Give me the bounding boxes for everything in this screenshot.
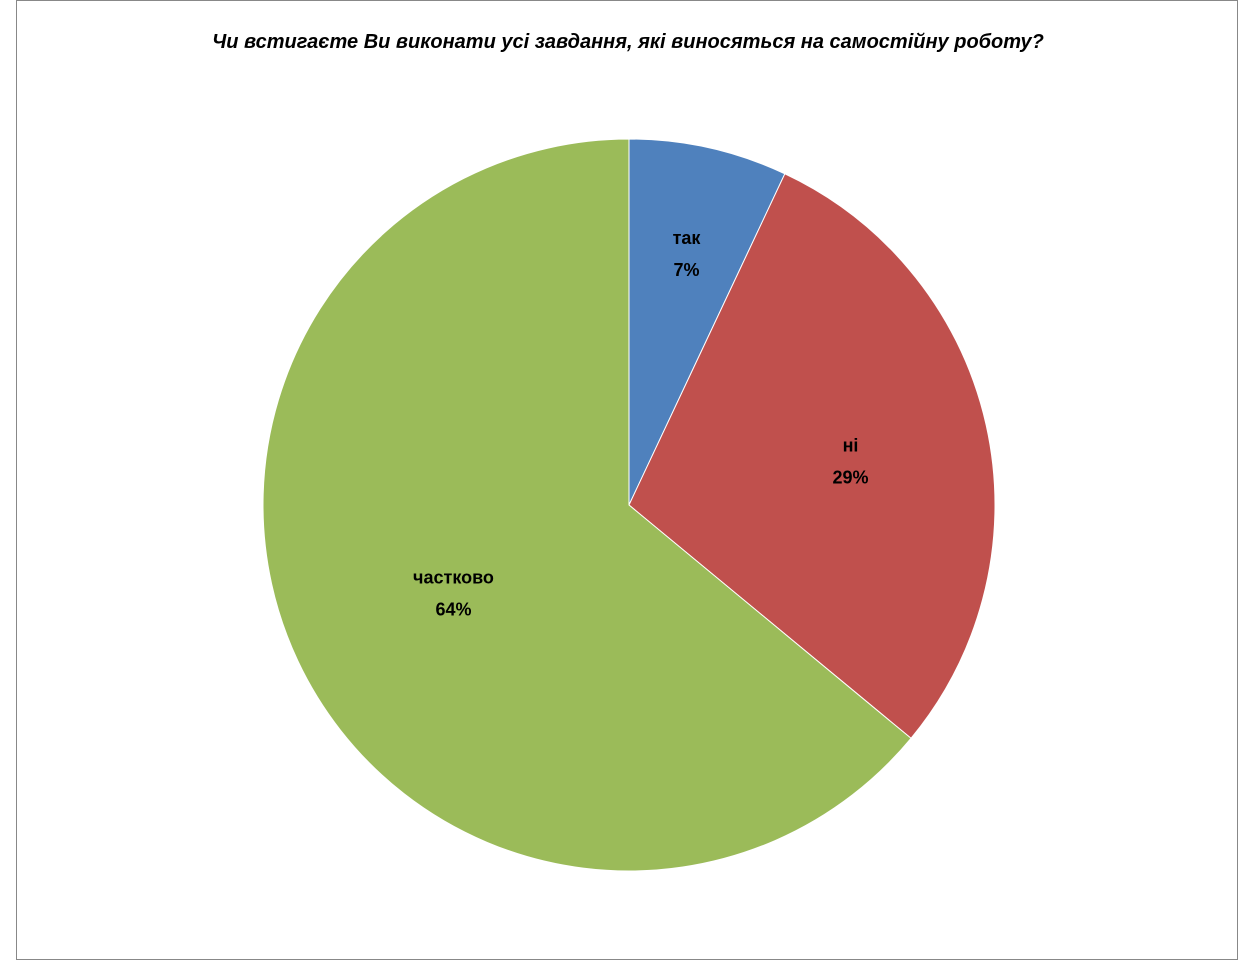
slice-category-label: ні xyxy=(843,436,859,456)
pie-chart: так 7% ні 29% частково 64% xyxy=(262,138,996,872)
chart-title: Чи встигаєте Ви виконати усі завдання, я… xyxy=(212,31,1044,53)
slice-category-label: частково xyxy=(413,568,494,588)
pie-labels: так 7% ні 29% частково 64% xyxy=(413,228,868,620)
slice-category-label: так xyxy=(673,228,702,248)
pie-slice-2 xyxy=(628,173,996,740)
pie-slice-1 xyxy=(628,138,786,506)
pie-slice-3 xyxy=(262,138,912,872)
chart-area: Чи встигаєте Ви виконати усі завдання, я… xyxy=(16,0,1238,960)
slice-percent-label: 7% xyxy=(673,260,699,280)
slice-percent-label: 64% xyxy=(435,600,471,620)
slice-percent-label: 29% xyxy=(832,468,868,488)
pie-slices xyxy=(262,138,996,872)
